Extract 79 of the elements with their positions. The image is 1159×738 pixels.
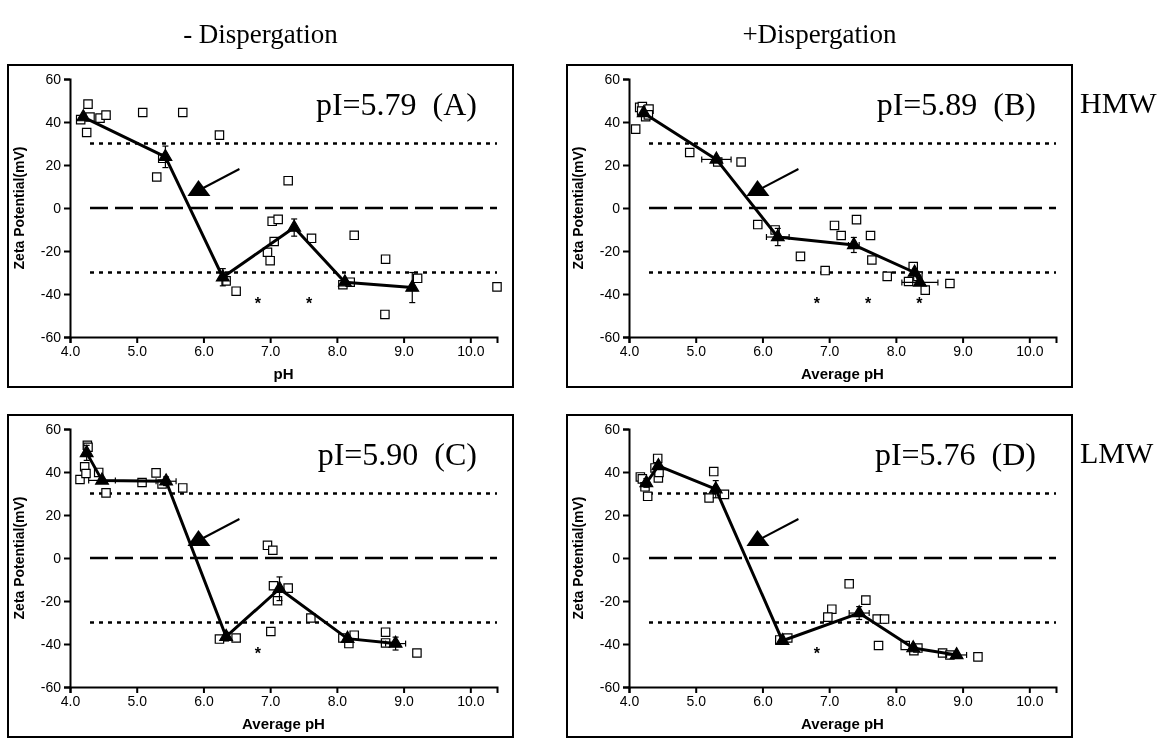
y-tick-label: 40 xyxy=(45,113,62,130)
x-tick-label: 4.0 xyxy=(60,692,81,709)
y-tick-label: -40 xyxy=(599,285,621,302)
annotation: * xyxy=(813,294,821,312)
y-axis-title: Zeta Potential(mV) xyxy=(11,146,27,270)
chart-title: +Dispergation xyxy=(742,19,898,49)
y-tick-label: -40 xyxy=(599,635,621,652)
x-axis-title: pH xyxy=(273,365,294,382)
x-tick-label: 10.0 xyxy=(1016,692,1044,709)
x-tick-label: 7.0 xyxy=(260,342,281,359)
x-tick-label: 6.0 xyxy=(753,692,773,709)
annotation: * xyxy=(813,644,821,662)
y-tick-label: 20 xyxy=(45,156,62,173)
y-tick-label: -60 xyxy=(40,678,62,695)
y-tick-label: -20 xyxy=(599,242,621,259)
y-tick-label: 40 xyxy=(604,113,621,130)
x-tick-label: 4.0 xyxy=(60,342,81,359)
annotation: pI=5.89 (B) xyxy=(876,86,1036,122)
x-axis-title: Average pH xyxy=(801,715,884,732)
y-tick-label: 40 xyxy=(604,463,621,480)
annotation: * xyxy=(254,294,262,312)
x-tick-label: 9.0 xyxy=(953,692,974,709)
y-tick-label: -40 xyxy=(40,285,62,302)
x-tick-label: 4.0 xyxy=(619,342,640,359)
y-tick-label: 0 xyxy=(53,199,62,216)
annotation: pI=5.79 (A) xyxy=(315,86,477,122)
y-tick-label: 20 xyxy=(604,156,621,173)
x-tick-label: 8.0 xyxy=(886,342,907,359)
x-tick-label: 6.0 xyxy=(194,342,214,359)
x-tick-label: 4.0 xyxy=(619,692,640,709)
annotation: pI=5.76 (D) xyxy=(874,436,1036,472)
annotation: pI=5.90 (C) xyxy=(317,436,477,472)
x-tick-label: 9.0 xyxy=(394,342,415,359)
y-tick-label: -60 xyxy=(599,678,621,695)
annotation: * xyxy=(916,294,924,312)
x-tick-label: 10.0 xyxy=(457,342,485,359)
x-tick-label: 9.0 xyxy=(394,692,415,709)
annotation: * xyxy=(865,294,872,312)
x-tick-label: 7.0 xyxy=(260,692,281,709)
annotation: * xyxy=(254,644,262,662)
y-tick-label: -40 xyxy=(40,635,62,652)
y-tick-label: -60 xyxy=(40,328,62,345)
x-tick-label: 10.0 xyxy=(1016,342,1044,359)
annotation: * xyxy=(306,294,313,312)
x-tick-label: 8.0 xyxy=(886,692,907,709)
x-tick-label: 5.0 xyxy=(127,692,148,709)
chart-title: - Dispergation xyxy=(183,19,339,49)
x-tick-label: 8.0 xyxy=(327,342,348,359)
y-tick-label: -20 xyxy=(40,592,62,609)
y-tick-label: 40 xyxy=(45,463,62,480)
x-axis-title: Average pH xyxy=(801,365,884,382)
x-tick-label: 6.0 xyxy=(194,692,214,709)
y-axis-title: Zeta Potential(mV) xyxy=(570,146,586,270)
y-tick-label: 20 xyxy=(45,506,62,523)
x-tick-label: 7.0 xyxy=(819,692,840,709)
y-tick-label: 60 xyxy=(604,70,621,87)
x-tick-label: 10.0 xyxy=(457,692,485,709)
x-tick-label: 5.0 xyxy=(127,342,148,359)
y-tick-label: 0 xyxy=(53,549,62,566)
x-tick-label: 8.0 xyxy=(327,692,348,709)
y-tick-label: -20 xyxy=(599,592,621,609)
y-tick-label: 60 xyxy=(604,420,621,437)
y-axis-title: Zeta Potential(mV) xyxy=(11,496,27,620)
text: HMW xyxy=(1080,86,1158,119)
x-tick-label: 7.0 xyxy=(819,342,840,359)
x-tick-label: 5.0 xyxy=(686,692,707,709)
text: LMW xyxy=(1080,436,1154,469)
y-tick-label: -60 xyxy=(599,328,621,345)
x-axis-title: Average pH xyxy=(242,715,325,732)
y-axis-title: Zeta Potential(mV) xyxy=(570,496,586,620)
y-tick-label: 0 xyxy=(612,199,621,216)
x-tick-label: 5.0 xyxy=(686,342,707,359)
y-tick-label: 60 xyxy=(45,420,62,437)
y-tick-label: 20 xyxy=(604,506,621,523)
y-tick-label: 0 xyxy=(612,549,621,566)
y-tick-label: 60 xyxy=(45,70,62,87)
x-tick-label: 6.0 xyxy=(753,342,773,359)
x-tick-label: 9.0 xyxy=(953,342,974,359)
y-tick-label: -20 xyxy=(40,242,62,259)
